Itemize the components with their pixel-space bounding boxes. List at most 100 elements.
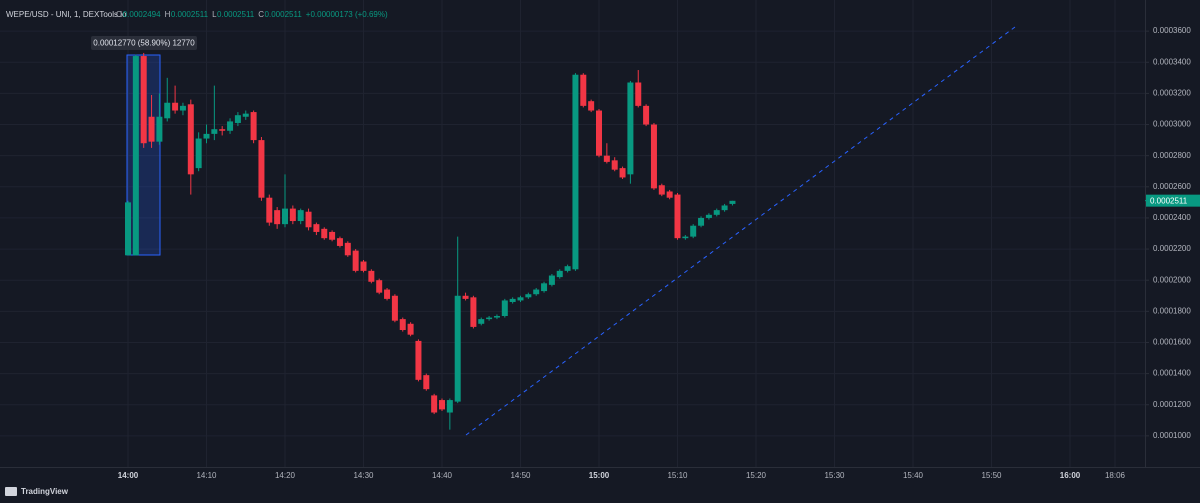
ohlc-letter: H — [165, 10, 171, 19]
candle-body — [187, 104, 194, 175]
candle-body — [674, 194, 681, 239]
candle-body — [360, 261, 367, 271]
y-tick-label: 0.0002800 — [1153, 151, 1191, 160]
candle-body — [258, 140, 265, 198]
x-tick-label: 15:10 — [667, 471, 688, 480]
last-price-label: 0.0002511 — [1150, 196, 1188, 205]
candle-body — [219, 129, 226, 131]
x-tick-label: 14:40 — [432, 471, 453, 480]
candle-body — [462, 295, 469, 299]
y-tick-label: 0.0003400 — [1153, 57, 1191, 66]
candle-body — [729, 200, 736, 204]
candle-body — [603, 155, 610, 162]
candle-body — [635, 82, 642, 106]
ohlc-value: 0.0002494 — [123, 10, 161, 19]
candle-body — [501, 300, 508, 317]
candle-body — [666, 191, 673, 198]
candle-body — [548, 275, 555, 285]
y-tick-label: 0.0003000 — [1153, 120, 1191, 129]
candle-body — [611, 160, 618, 170]
x-tick-label: 18:06 — [1105, 471, 1126, 480]
candle-body — [658, 185, 665, 195]
candle-body — [588, 101, 595, 111]
axes: 0.0001000 0.0001200 0.0001400 0.0001600 0.00… — [118, 26, 1200, 480]
candle-body — [227, 121, 234, 131]
candle-body — [148, 116, 155, 142]
x-tick-label: 15:20 — [746, 471, 767, 480]
candle-body — [132, 56, 139, 256]
change: +0.00000173 (+0.69%) — [306, 10, 388, 19]
x-tick-label: 14:00 — [118, 471, 139, 480]
candle-body — [376, 280, 383, 293]
candle-body — [282, 208, 288, 225]
y-tick-label: 0.0002200 — [1153, 244, 1191, 253]
y-tick-label: 0.0002400 — [1153, 213, 1191, 222]
x-tick-label: 15:40 — [903, 471, 924, 480]
candle-body — [690, 225, 697, 237]
candle-body — [125, 202, 131, 256]
candle-body — [274, 210, 281, 225]
last-price-tag — [1146, 194, 1200, 207]
ohlc-value: 0.0002511 — [265, 10, 303, 19]
candle-body — [454, 295, 461, 402]
candle-body — [643, 105, 650, 125]
candle-body — [572, 74, 579, 270]
candle-body — [415, 340, 422, 380]
candle-body — [533, 289, 540, 295]
candle-body — [164, 102, 171, 119]
candle-body — [541, 283, 548, 292]
candle-body — [305, 211, 312, 228]
x-tick-label: 14:30 — [353, 471, 374, 480]
candle-body — [234, 115, 241, 123]
y-tick-label: 0.0002600 — [1153, 182, 1191, 191]
candle-body — [172, 102, 179, 111]
candle-body — [721, 205, 728, 211]
y-tick-label: 0.0001200 — [1153, 400, 1191, 409]
candle-body — [313, 224, 320, 232]
y-tick-label: 0.0001800 — [1153, 306, 1191, 315]
ohlc-value: 0.0002511 — [217, 10, 255, 19]
ohlc-letter: O — [116, 10, 122, 19]
candle-body — [179, 105, 186, 111]
candle-body — [140, 56, 147, 144]
y-tick-label: 0.0003200 — [1153, 89, 1191, 98]
candle-body — [384, 289, 391, 299]
candle-body — [517, 297, 524, 301]
ohlc-letter: C — [258, 10, 264, 19]
candle-body — [439, 400, 445, 410]
candle-body — [446, 400, 453, 413]
candle-body — [525, 294, 532, 298]
candle-body — [470, 297, 477, 327]
candle-body — [596, 110, 602, 156]
candle-body — [329, 231, 336, 240]
candle-body — [368, 270, 375, 282]
measure-tooltip — [91, 36, 197, 50]
candle-body — [391, 295, 398, 321]
candle-body — [242, 113, 249, 117]
candle-body — [564, 266, 571, 271]
branding: TradingView — [21, 487, 69, 496]
candle-body — [650, 124, 657, 189]
trend-line — [465, 26, 1016, 436]
candle-body — [493, 316, 500, 318]
candle-body — [407, 323, 414, 335]
ohlc-letter: L — [212, 10, 217, 19]
candle-body — [486, 317, 493, 320]
logo-icon — [5, 487, 17, 496]
y-tick-label: 0.0003600 — [1153, 26, 1191, 35]
x-tick-label: 16:00 — [1060, 471, 1081, 480]
symbol: WEPE/USD - UNI, 1, DEXTools.io — [6, 10, 127, 19]
y-tick-label: 0.0002000 — [1153, 275, 1191, 284]
ohlc-value: 0.0002511 — [171, 10, 209, 19]
candle-body — [399, 319, 406, 331]
x-tick-label: 14:10 — [196, 471, 217, 480]
candle-body — [156, 116, 163, 142]
x-tick-label: 14:50 — [510, 471, 531, 480]
candle-body — [211, 129, 218, 134]
candle-body — [321, 228, 328, 239]
candle-body — [195, 138, 202, 169]
candle-body — [203, 133, 210, 139]
